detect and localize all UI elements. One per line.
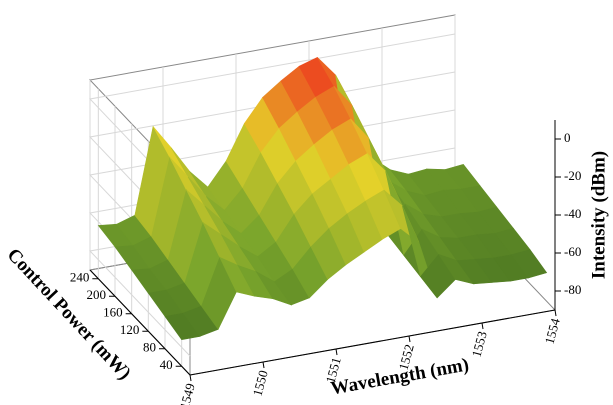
x-tick-label: 1550: [250, 369, 271, 398]
x-tick-label: 1553: [469, 330, 490, 359]
x-tick: [554, 309, 557, 317]
x-tick-label: 1549: [177, 382, 198, 405]
y-tick-label: 40: [160, 357, 173, 372]
z-tick-label: -20: [564, 168, 581, 183]
x-tick-label: 1551: [323, 356, 344, 385]
x-tick-label: 1554: [542, 316, 563, 345]
x-tick: [408, 335, 411, 343]
z-tick-label: -80: [564, 282, 581, 297]
y-tick-label: 120: [120, 322, 140, 337]
y-tick-label: 200: [87, 287, 107, 302]
x-tick: [481, 322, 484, 330]
z-tick-label: 0: [564, 130, 571, 145]
x-axis: [189, 309, 556, 376]
z-tick-label: -40: [564, 206, 581, 221]
surface: [97, 56, 548, 340]
z-tick-label: -60: [564, 244, 581, 259]
z-axis-title: Intensity (dBm): [588, 151, 609, 279]
x-tick-label: 1552: [396, 343, 417, 372]
x-tick: [335, 348, 338, 356]
surface-cell: [511, 249, 548, 279]
y-axis: [89, 269, 191, 376]
y-tick-label: 160: [103, 305, 123, 320]
y-tick-label: 80: [143, 340, 156, 355]
x-tick: [189, 374, 192, 382]
x-tick: [262, 361, 265, 369]
y-tick-label: 240: [70, 270, 90, 285]
